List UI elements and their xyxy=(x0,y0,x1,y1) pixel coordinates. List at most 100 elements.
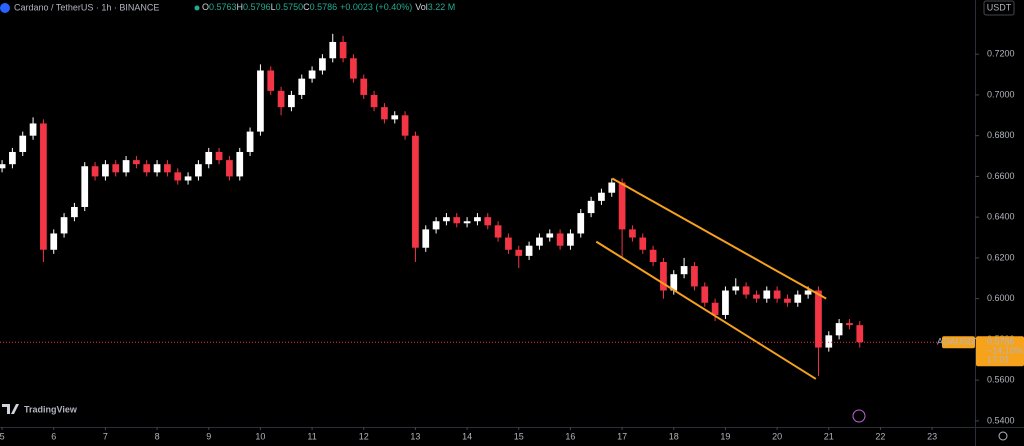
y-tick-label: 0.5600 xyxy=(987,375,1015,385)
candle-body xyxy=(277,90,285,108)
candle-body xyxy=(205,151,213,165)
price-change: −14.10% xyxy=(987,346,1023,356)
ohlcv-item: 3.22 M xyxy=(428,2,456,12)
x-tick-label: 18 xyxy=(669,431,679,441)
candle-body xyxy=(71,206,78,218)
candle-body xyxy=(598,192,605,201)
x-tick-label: 5 xyxy=(0,431,5,441)
candle-body xyxy=(9,151,16,165)
candle-body xyxy=(711,302,719,315)
candle-body xyxy=(732,286,740,291)
x-tick-label: 10 xyxy=(255,431,265,441)
candle-body xyxy=(267,70,275,91)
candle-body xyxy=(60,217,68,234)
ohlcv-item: 0.5750 xyxy=(276,2,304,12)
candle-body xyxy=(629,229,636,238)
candle-body xyxy=(422,229,430,248)
candle-body xyxy=(680,266,688,275)
candle-body xyxy=(0,164,6,169)
ohlcv-item: C xyxy=(303,2,310,12)
settings-icon[interactable] xyxy=(998,431,1008,441)
candle-body xyxy=(556,233,564,246)
ohlcv-item: L xyxy=(271,2,276,12)
y-tick-label: 0.6600 xyxy=(987,171,1015,181)
x-tick-label: 11 xyxy=(307,431,316,441)
candle-body xyxy=(443,217,450,222)
candle-body xyxy=(753,294,760,299)
candle-body xyxy=(567,233,574,246)
currency: USDT xyxy=(987,2,1012,12)
candle-body xyxy=(329,41,337,59)
x-tick-label: 13 xyxy=(410,431,420,441)
candle-body xyxy=(804,290,812,295)
x-tick-label: 14 xyxy=(462,431,472,441)
candle-body xyxy=(133,160,140,165)
x-tick-label: 7 xyxy=(103,431,108,441)
candle-body xyxy=(835,323,843,336)
y-tick-label: 0.6800 xyxy=(987,130,1015,140)
candle-body xyxy=(381,107,388,120)
candle-body xyxy=(670,274,678,291)
currency-box xyxy=(983,0,1015,16)
y-tick-label: 0.7000 xyxy=(987,89,1015,99)
y-tick-label: 0.6200 xyxy=(987,252,1015,262)
ohlcv-item: Vol xyxy=(415,2,428,12)
x-tick-label: 17 xyxy=(617,431,627,441)
candle-body xyxy=(577,213,585,234)
trendline xyxy=(595,240,817,380)
candle-body xyxy=(350,58,357,79)
x-tick-label: 15 xyxy=(514,431,524,441)
candle-body xyxy=(701,286,709,303)
y-tick-label: 0.6400 xyxy=(987,212,1015,222)
watermark: TradingView xyxy=(24,404,78,414)
candle-body xyxy=(288,94,295,108)
x-tick-label: 22 xyxy=(875,431,885,441)
candle-body xyxy=(308,70,316,79)
candle-body xyxy=(722,290,729,315)
candle-body xyxy=(246,131,254,152)
countdown: 17:01 xyxy=(987,355,1010,365)
candle-body xyxy=(226,160,233,177)
candle-body xyxy=(360,78,368,95)
alert-icon[interactable] xyxy=(852,409,866,423)
candle-body xyxy=(474,217,481,222)
ohlcv-item: +0.0023 (+0.40%) xyxy=(340,2,412,12)
ohlcv-item: 0.5763 xyxy=(209,2,237,12)
x-tick-label: 8 xyxy=(155,431,160,441)
trendline xyxy=(611,177,827,300)
price-label-box xyxy=(976,336,1024,367)
ohlcv-item: H xyxy=(237,2,244,12)
candle-body xyxy=(587,200,595,214)
candle-body xyxy=(401,115,409,136)
candle-body xyxy=(618,182,626,230)
candle-body xyxy=(215,151,223,161)
candle-body xyxy=(122,160,130,173)
candle-body xyxy=(370,94,378,108)
candle-body xyxy=(40,123,47,250)
candle-body xyxy=(784,298,791,303)
candle-body xyxy=(298,78,306,95)
candle-body xyxy=(515,249,523,256)
x-tick-label: 23 xyxy=(927,431,937,441)
candle-body xyxy=(660,261,667,291)
price-label: 0.5786 xyxy=(987,337,1015,347)
ohlcv-item: 0.5796 xyxy=(243,2,271,12)
ohlcv-legend: O0.5763H0.5796L0.5750C0.5786 +0.0023 (+0.… xyxy=(202,2,455,12)
candle-body xyxy=(453,217,461,224)
candle-body xyxy=(319,58,326,71)
x-tick-label: 12 xyxy=(359,431,369,441)
candle-body xyxy=(236,151,244,177)
candle-body xyxy=(339,41,347,59)
candle-body xyxy=(773,290,781,299)
candle-body xyxy=(91,166,99,177)
candle-body xyxy=(608,182,616,193)
candle-body xyxy=(856,325,864,343)
x-tick-label: 21 xyxy=(824,431,834,441)
logo-mark xyxy=(2,404,19,414)
candle-body xyxy=(112,164,120,173)
candle-body xyxy=(81,166,89,207)
x-tick-label: 9 xyxy=(206,431,211,441)
status-dot xyxy=(194,5,200,11)
